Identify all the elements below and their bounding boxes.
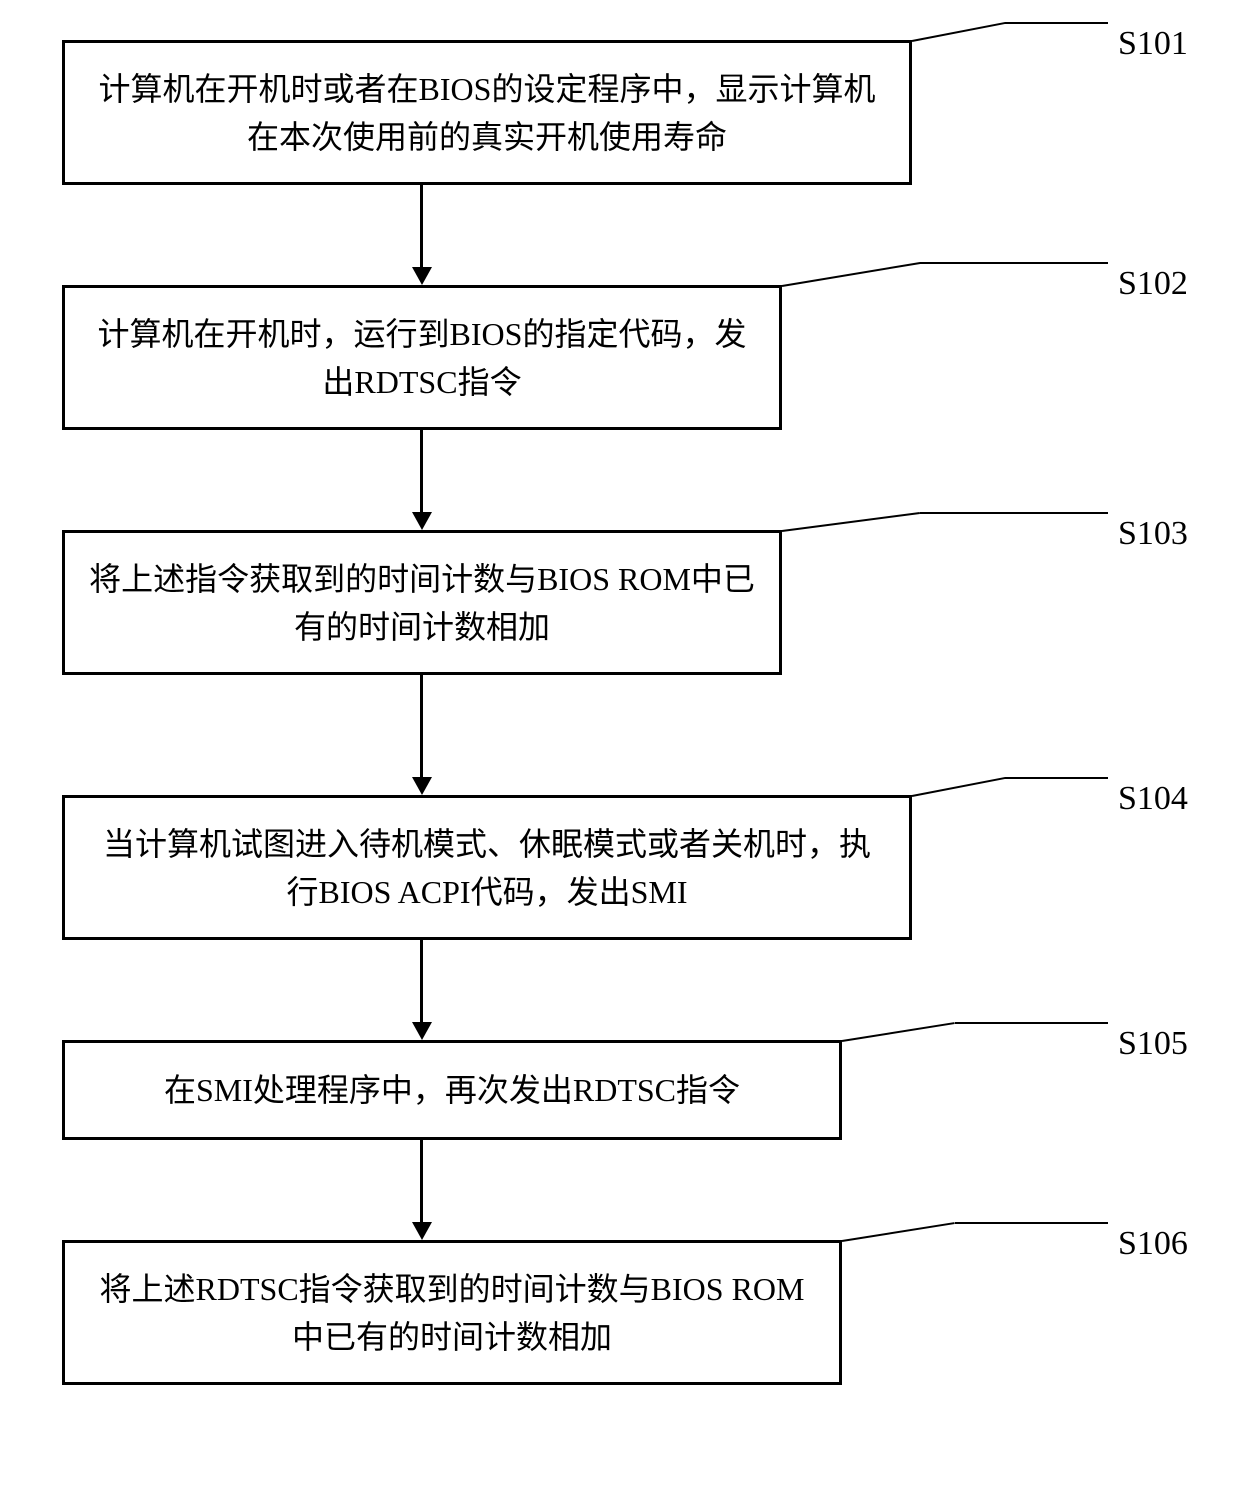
leader-line-horiz <box>1005 777 1108 779</box>
flowchart-node-s101: 计算机在开机时或者在BIOS的设定程序中，显示计算机在本次使用前的真实开机使用寿… <box>62 40 912 185</box>
leader-line-diag <box>782 512 920 532</box>
step-label-s101: S101 <box>1118 25 1188 63</box>
flowchart-node-text: 计算机在开机时，运行到BIOS的指定代码，发出RDTSC指令 <box>89 310 755 406</box>
flowchart-container: 计算机在开机时或者在BIOS的设定程序中，显示计算机在本次使用前的真实开机使用寿… <box>0 0 1240 1503</box>
flowchart-node-s106: 将上述RDTSC指令获取到的时间计数与BIOS ROM中已有的时间计数相加 <box>62 1240 842 1385</box>
flowchart-node-s105: 在SMI处理程序中，再次发出RDTSC指令 <box>62 1040 842 1140</box>
leader-line-diag <box>842 1022 955 1042</box>
leader-line-diag <box>912 22 1005 42</box>
step-label-s103: S103 <box>1118 515 1188 553</box>
flowchart-edge <box>420 940 423 1022</box>
leader-line-diag <box>842 1222 955 1242</box>
flowchart-edge <box>420 185 423 267</box>
leader-line-horiz <box>920 512 1108 514</box>
leader-line-horiz <box>955 1022 1108 1024</box>
flowchart-edge <box>420 1140 423 1222</box>
step-label-s105: S105 <box>1118 1025 1188 1063</box>
flowchart-node-text: 将上述指令获取到的时间计数与BIOS ROM中已有的时间计数相加 <box>89 555 755 651</box>
arrow-head-icon <box>412 267 432 285</box>
flowchart-node-s103: 将上述指令获取到的时间计数与BIOS ROM中已有的时间计数相加 <box>62 530 782 675</box>
flowchart-edge <box>420 675 423 777</box>
flowchart-node-s102: 计算机在开机时，运行到BIOS的指定代码，发出RDTSC指令 <box>62 285 782 430</box>
leader-line-diag <box>782 262 920 287</box>
step-label-s104: S104 <box>1118 780 1188 818</box>
flowchart-node-text: 计算机在开机时或者在BIOS的设定程序中，显示计算机在本次使用前的真实开机使用寿… <box>89 65 885 161</box>
arrow-head-icon <box>412 1222 432 1240</box>
flowchart-edge <box>420 430 423 512</box>
leader-line-horiz <box>955 1222 1108 1224</box>
arrow-head-icon <box>412 777 432 795</box>
flowchart-node-text: 当计算机试图进入待机模式、休眠模式或者关机时，执行BIOS ACPI代码，发出S… <box>89 820 885 916</box>
flowchart-node-text: 将上述RDTSC指令获取到的时间计数与BIOS ROM中已有的时间计数相加 <box>89 1265 815 1361</box>
flowchart-node-s104: 当计算机试图进入待机模式、休眠模式或者关机时，执行BIOS ACPI代码，发出S… <box>62 795 912 940</box>
flowchart-node-text: 在SMI处理程序中，再次发出RDTSC指令 <box>164 1066 740 1114</box>
arrow-head-icon <box>412 512 432 530</box>
step-label-s102: S102 <box>1118 265 1188 303</box>
leader-line-diag <box>912 777 1005 797</box>
leader-line-horiz <box>920 262 1108 264</box>
leader-line-horiz <box>1005 22 1108 24</box>
step-label-s106: S106 <box>1118 1225 1188 1263</box>
arrow-head-icon <box>412 1022 432 1040</box>
